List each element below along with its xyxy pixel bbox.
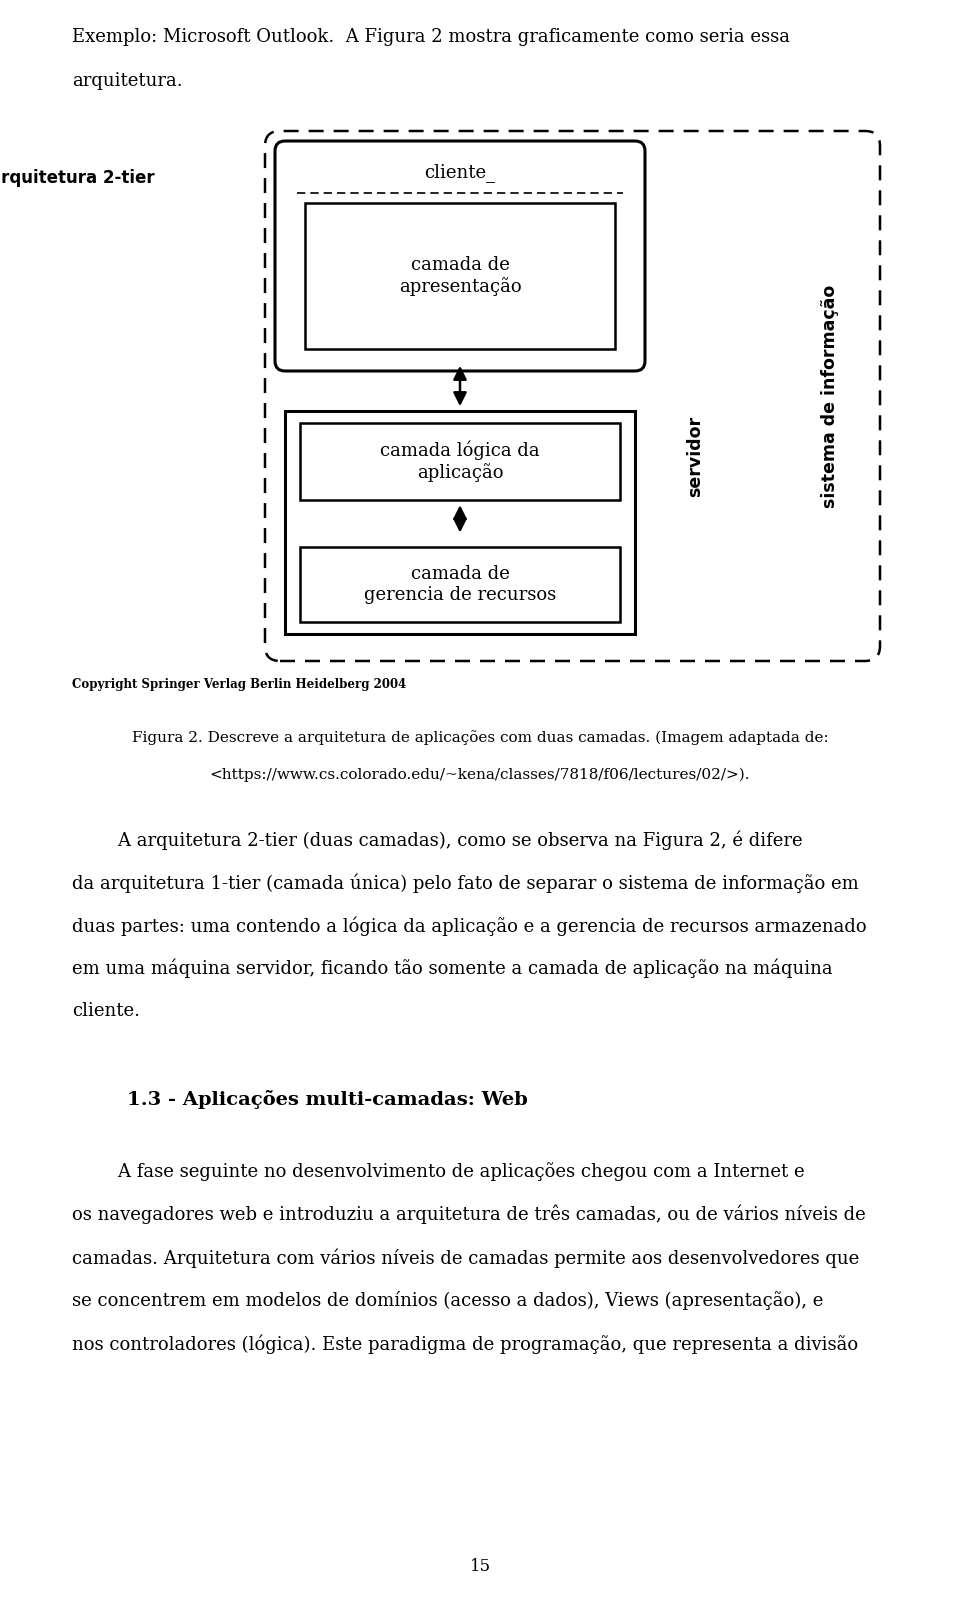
FancyBboxPatch shape	[305, 204, 615, 349]
Text: servidor: servidor	[686, 415, 704, 497]
Text: Exemplo: Microsoft Outlook.  A Figura 2 mostra graficamente como seria essa: Exemplo: Microsoft Outlook. A Figura 2 m…	[72, 27, 790, 46]
Text: Figura 2. Descreve a arquitetura de aplicações com duas camadas. (Imagem adaptad: Figura 2. Descreve a arquitetura de apli…	[132, 729, 828, 745]
Text: <https://www.cs.colorado.edu/~kena/classes/7818/f06/lectures/02/>).: <https://www.cs.colorado.edu/~kena/class…	[209, 768, 751, 782]
Text: camada lógica da
aplicação: camada lógica da aplicação	[380, 441, 540, 483]
Text: sistema de informação: sistema de informação	[821, 284, 839, 508]
Text: os navegadores web e introduziu a arquitetura de três camadas, ou de vários níve: os navegadores web e introduziu a arquit…	[72, 1205, 866, 1225]
Text: arquitetura.: arquitetura.	[72, 72, 182, 90]
Text: 1.3 - Aplicações multi-camadas: Web: 1.3 - Aplicações multi-camadas: Web	[127, 1090, 528, 1109]
Text: da arquitetura 1-tier (camada única) pelo fato de separar o sistema de informaçã: da arquitetura 1-tier (camada única) pel…	[72, 874, 859, 893]
Text: duas partes: uma contendo a lógica da aplicação e a gerencia de recursos armazen: duas partes: uma contendo a lógica da ap…	[72, 915, 867, 936]
Text: se concentrem em modelos de domínios (acesso a dados), Views (apresentação), e: se concentrem em modelos de domínios (ac…	[72, 1290, 824, 1310]
FancyBboxPatch shape	[300, 547, 620, 622]
Text: cliente_: cliente_	[424, 164, 495, 183]
Text: camada de
apresentação: camada de apresentação	[398, 256, 521, 297]
Text: camada de
gerencia de recursos: camada de gerencia de recursos	[364, 566, 556, 604]
Text: A arquitetura 2-tier (duas camadas), como se observa na Figura 2, é difere: A arquitetura 2-tier (duas camadas), com…	[72, 830, 803, 850]
Text: 15: 15	[469, 1558, 491, 1576]
FancyBboxPatch shape	[300, 423, 620, 500]
Text: nos controladores (lógica). Este paradigma de programação, que representa a divi: nos controladores (lógica). Este paradig…	[72, 1334, 858, 1353]
FancyBboxPatch shape	[265, 131, 880, 660]
Text: arquitetura 2-tier: arquitetura 2-tier	[0, 168, 155, 188]
Text: Copyright Springer Verlag Berlin Heidelberg 2004: Copyright Springer Verlag Berlin Heidelb…	[72, 678, 406, 691]
FancyBboxPatch shape	[285, 410, 635, 635]
Text: cliente.: cliente.	[72, 1002, 140, 1020]
Text: em uma máquina servidor, ficando tão somente a camada de aplicação na máquina: em uma máquina servidor, ficando tão som…	[72, 959, 832, 978]
Text: camadas. Arquitetura com vários níveis de camadas permite aos desenvolvedores qu: camadas. Arquitetura com vários níveis d…	[72, 1249, 859, 1268]
Text: A fase seguinte no desenvolvimento de aplicações chegou com a Internet e: A fase seguinte no desenvolvimento de ap…	[72, 1162, 804, 1181]
FancyBboxPatch shape	[275, 141, 645, 370]
